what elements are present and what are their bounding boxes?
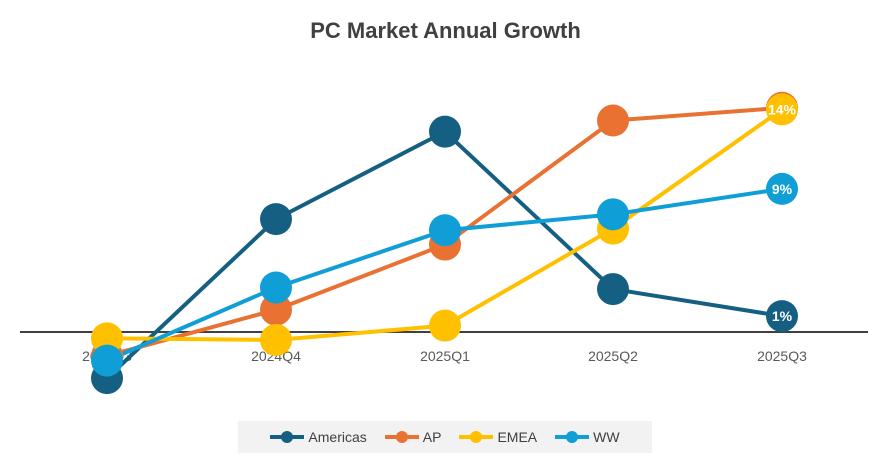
- data-point-ap: [260, 293, 292, 326]
- legend-marker-icon: [459, 431, 494, 443]
- data-label-ww: 9%: [772, 181, 793, 197]
- chart-title: PC Market Annual Growth: [310, 18, 581, 43]
- data-point-ww: [597, 198, 629, 231]
- legend-item-americas: Americas: [270, 429, 367, 445]
- legend-item-ap: AP: [384, 429, 442, 445]
- legend-item-emea: EMEA: [459, 429, 537, 445]
- x-tick-label: 2025Q2: [588, 348, 638, 364]
- legend-marker-icon: [384, 431, 419, 443]
- data-point-americas: [429, 115, 461, 148]
- data-point-emea: [766, 93, 798, 126]
- x-tick-label: 2024Q4: [251, 348, 301, 364]
- x-tick-label: 2025Q1: [420, 348, 470, 364]
- data-point-ww: [91, 344, 123, 377]
- data-point-americas: [597, 273, 629, 306]
- data-point-ww: [260, 271, 292, 304]
- legend-item-ww: WW: [555, 429, 620, 445]
- data-label-emea: 14%: [768, 101, 797, 117]
- legend-label: AP: [422, 429, 442, 445]
- data-point-americas: [260, 203, 292, 236]
- data-point-emea: [260, 323, 292, 356]
- legend-label: EMEA: [497, 429, 538, 445]
- legend-marker-icon: [555, 431, 590, 443]
- legend-label: WW: [593, 429, 620, 445]
- legend-label: Americas: [308, 429, 367, 445]
- data-point-emea: [429, 309, 461, 342]
- data-point-ap: [597, 104, 629, 137]
- legend-marker-icon: [270, 431, 305, 443]
- x-tick-label: 2025Q3: [757, 348, 807, 364]
- legend: Americas AP EMEA WW: [238, 421, 652, 453]
- data-point-emea: [91, 322, 123, 355]
- data-point-americas: [766, 300, 798, 333]
- data-point-ww: [766, 172, 798, 205]
- data-label-americas: 1%: [772, 308, 793, 324]
- data-point-ww: [429, 214, 461, 247]
